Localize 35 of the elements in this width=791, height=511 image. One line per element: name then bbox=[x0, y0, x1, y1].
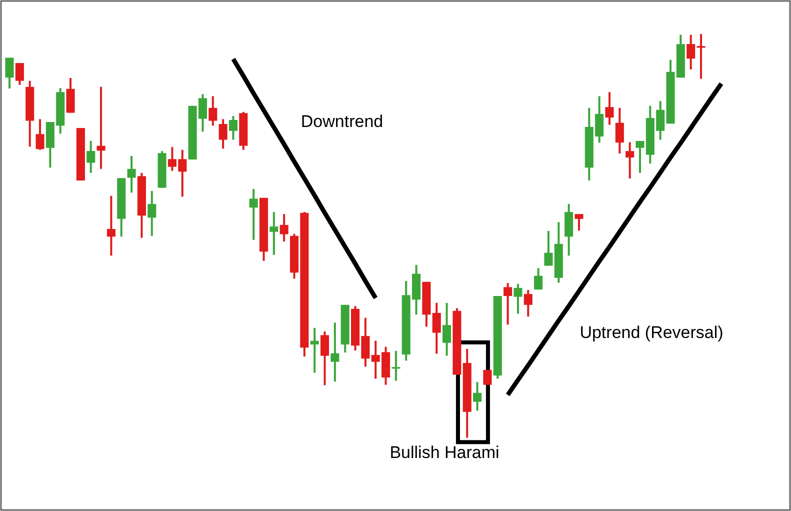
candlestick bbox=[392, 350, 400, 382]
candlestick bbox=[544, 230, 553, 267]
candlestick bbox=[442, 302, 452, 357]
candlestick bbox=[615, 106, 624, 154]
candlestick bbox=[96, 86, 106, 170]
candlestick bbox=[66, 76, 75, 114]
candlestick bbox=[15, 62, 24, 86]
candlestick bbox=[270, 211, 278, 256]
candlestick bbox=[483, 368, 492, 386]
candlestick bbox=[320, 330, 330, 386]
candlestick bbox=[473, 380, 482, 412]
text: Bullish Harami bbox=[390, 443, 500, 462]
candlestick bbox=[504, 282, 512, 326]
candlestick bbox=[524, 288, 532, 318]
candlestick bbox=[5, 56, 14, 90]
candlestick bbox=[36, 118, 44, 151]
candlestick bbox=[280, 213, 288, 242]
candlestick bbox=[626, 141, 634, 180]
candlestick bbox=[106, 194, 116, 257]
candlestick bbox=[534, 267, 543, 291]
candlestick bbox=[432, 302, 441, 355]
candlestick bbox=[127, 154, 136, 194]
candlestick bbox=[330, 322, 340, 383]
annotation: Downtrend bbox=[300, 112, 384, 131]
candlestick bbox=[605, 91, 614, 126]
annotation: Uptrend (Reversal) bbox=[580, 323, 724, 342]
candlestick bbox=[208, 95, 218, 127]
candlestick bbox=[148, 190, 156, 237]
candlestick bbox=[514, 282, 522, 315]
candlestick bbox=[86, 140, 96, 174]
candlestick bbox=[228, 114, 238, 141]
candlestick bbox=[574, 213, 584, 232]
candlestick bbox=[249, 188, 258, 241]
candlestick bbox=[310, 326, 319, 374]
candlestick bbox=[218, 118, 228, 150]
